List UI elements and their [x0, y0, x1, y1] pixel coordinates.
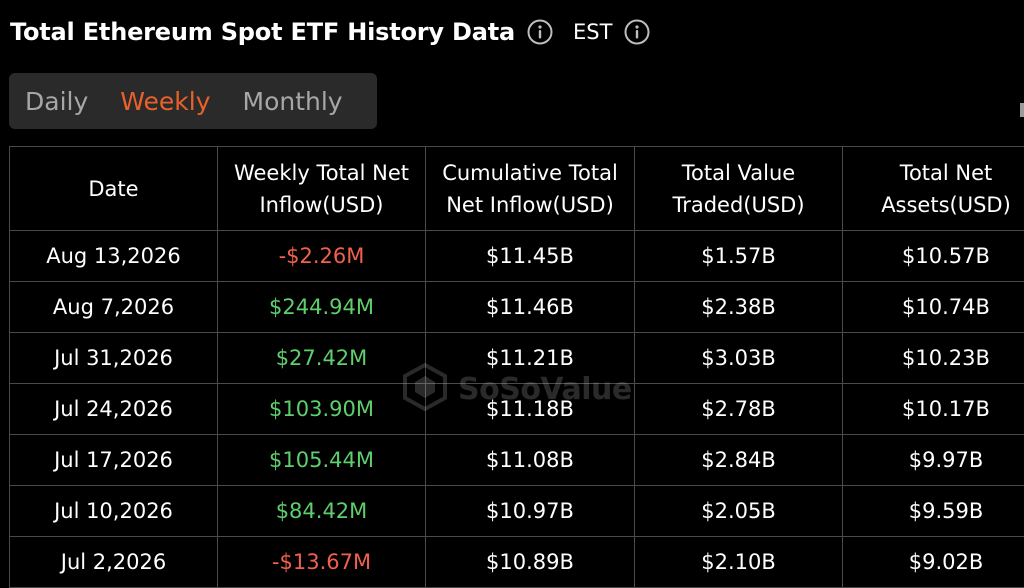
- cell-date: Jul 17,2026: [10, 435, 218, 486]
- cell-cumulative: $10.97B: [426, 486, 635, 537]
- cell-net-inflow: $84.42M: [218, 486, 426, 537]
- cell-cumulative: $11.08B: [426, 435, 635, 486]
- cell-assets: $10.74B: [843, 282, 1024, 333]
- column-header-date: Date: [10, 147, 218, 231]
- cell-traded: $2.84B: [635, 435, 843, 486]
- cell-assets: $10.23B: [843, 333, 1024, 384]
- cell-assets: $9.59B: [843, 486, 1024, 537]
- page-title: Total Ethereum Spot ETF History Data: [10, 18, 515, 46]
- table-row: Jul 31,2026 $27.42M $11.21B $3.03B $10.2…: [10, 333, 1024, 384]
- column-header-total-value-traded: Total Value Traded(USD): [635, 147, 843, 231]
- table-row: Aug 7,2026 $244.94M $11.46B $2.38B $10.7…: [10, 282, 1024, 333]
- tab-monthly[interactable]: Monthly: [243, 87, 343, 116]
- cell-date: Jul 31,2026: [10, 333, 218, 384]
- cell-date: Aug 13,2026: [10, 231, 218, 282]
- cell-date: Jul 2,2026: [10, 537, 218, 588]
- table-row: Jul 24,2026 $103.90M $11.18B $2.78B $10.…: [10, 384, 1024, 435]
- timezone-label: EST: [573, 20, 612, 44]
- cell-assets: $9.97B: [843, 435, 1024, 486]
- cell-assets: $10.17B: [843, 384, 1024, 435]
- page-header: Total Ethereum Spot ETF History Data EST: [10, 14, 650, 50]
- tab-weekly[interactable]: Weekly: [120, 87, 210, 116]
- tab-daily[interactable]: Daily: [25, 87, 88, 116]
- column-header-weekly-net-inflow: Weekly Total Net Inflow(USD): [218, 147, 426, 231]
- cell-cumulative: $11.46B: [426, 282, 635, 333]
- period-tabs: Daily Weekly Monthly: [9, 73, 377, 129]
- cell-net-inflow: $27.42M: [218, 333, 426, 384]
- timezone-info-icon[interactable]: [624, 19, 650, 45]
- table-row: Aug 13,2026 -$2.26M $11.45B $1.57B $10.5…: [10, 231, 1024, 282]
- cell-traded: $2.38B: [635, 282, 843, 333]
- scroll-indicator: [1020, 103, 1024, 117]
- cell-date: Jul 24,2026: [10, 384, 218, 435]
- cell-net-inflow: $105.44M: [218, 435, 426, 486]
- table-row: Jul 2,2026 -$13.67M $10.89B $2.10B $9.02…: [10, 537, 1024, 588]
- cell-net-inflow: -$2.26M: [218, 231, 426, 282]
- cell-traded: $2.05B: [635, 486, 843, 537]
- cell-date: Jul 10,2026: [10, 486, 218, 537]
- table-header-row: Date Weekly Total Net Inflow(USD) Cumula…: [10, 147, 1024, 231]
- cell-cumulative: $10.89B: [426, 537, 635, 588]
- cell-net-inflow: $103.90M: [218, 384, 426, 435]
- cell-cumulative: $11.18B: [426, 384, 635, 435]
- cell-traded: $3.03B: [635, 333, 843, 384]
- cell-assets: $9.02B: [843, 537, 1024, 588]
- cell-cumulative: $11.21B: [426, 333, 635, 384]
- table-row: Jul 17,2026 $105.44M $11.08B $2.84B $9.9…: [10, 435, 1024, 486]
- cell-assets: $10.57B: [843, 231, 1024, 282]
- column-header-total-net-assets: Total Net Assets(USD): [843, 147, 1024, 231]
- cell-net-inflow: -$13.67M: [218, 537, 426, 588]
- etf-history-table: Date Weekly Total Net Inflow(USD) Cumula…: [9, 146, 1024, 588]
- cell-net-inflow: $244.94M: [218, 282, 426, 333]
- table-row: Jul 10,2026 $84.42M $10.97B $2.05B $9.59…: [10, 486, 1024, 537]
- info-icon[interactable]: [527, 19, 553, 45]
- cell-date: Aug 7,2026: [10, 282, 218, 333]
- column-header-cumulative-net-inflow: Cumulative Total Net Inflow(USD): [426, 147, 635, 231]
- cell-traded: $2.78B: [635, 384, 843, 435]
- cell-traded: $1.57B: [635, 231, 843, 282]
- cell-cumulative: $11.45B: [426, 231, 635, 282]
- cell-traded: $2.10B: [635, 537, 843, 588]
